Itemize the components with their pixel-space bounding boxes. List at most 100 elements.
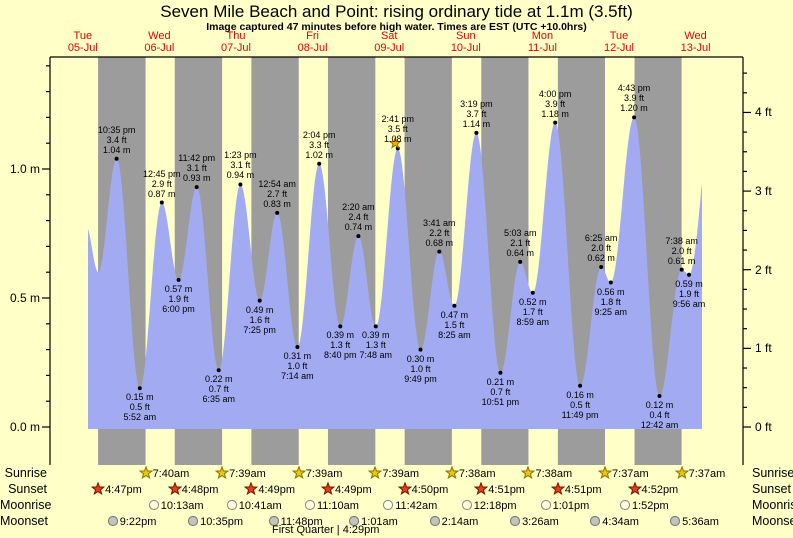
tide-label-line: 0.74 m [344,222,373,233]
moonrise-circle-icon [461,499,472,511]
tide-label-line: 3.9 ft [545,98,566,109]
tide-extreme-dot [216,368,221,373]
tide-label-line: 2:41 pm [381,114,415,125]
moonrise-circle-icon [226,499,237,511]
sunrise-time-text: 7:38am [458,468,496,480]
moonset-time: 5:36am [668,514,719,528]
tide-label-line: 1.8 ft [600,296,621,307]
tide-label-line: 0.94 m [226,170,255,181]
moonrise-time-text: 1:52pm [631,500,669,512]
tide-extreme-label: 0.12 m 0.4 ft 12:42 am [618,400,702,430]
moonset-time-text: 4:34am [602,516,639,528]
tide-extreme-label: 0.59 m 1.9 ft 9:56 am [647,279,731,309]
tide-extreme-label: 0.21 m 0.7 ft 10:51 pm [458,377,542,407]
tide-extreme-label: 0.56 m 1.8 ft 9:25 am [569,287,653,317]
tide-label-line: 0.30 m [406,353,435,364]
tide-label-line: 1.02 m [305,149,333,160]
tide-extreme-label: 7:38 am 2.0 ft 0.61 m [640,236,724,266]
tide-extreme-dot [194,185,199,190]
day-date: 07-Jul [221,42,251,54]
tide-extreme-dot [632,115,637,120]
tide-label-line: 3.9 ft [624,93,645,104]
sunrise-star-icon [597,465,613,480]
day-name: Fri [306,30,319,42]
day-label: Thu 07-Jul [201,30,271,54]
moonrise-time: 10:41am [225,498,282,512]
moonrise-circle-icon [148,499,159,511]
tide-label-line: 0.83 m [263,198,291,209]
day-date: 13-Jul [680,42,711,54]
day-date: 11-Jul [527,42,557,54]
tide-label-line: 1.08 m [384,134,412,145]
tide-label-line: 0.93 m [182,173,211,184]
sunset-star-icon [320,481,336,496]
tide-label-line: 0.57 m [164,283,193,294]
y-axis-label-ft: 1 ft [755,341,772,356]
tide-extreme-label: 3:19 pm 3.7 ft 1.14 m [434,99,518,129]
sunrise-time-text: 7:37am [612,468,649,480]
moonset-time-text: 11:48pm [280,516,323,528]
day-label: Wed 06-Jul [124,30,194,54]
tide-label-line: 1.9 ft [678,288,699,299]
sunset-time-text: 4:52pm [641,484,679,496]
astro-row-label-right: Sunset [752,482,791,496]
sunset-star-icon [474,481,489,496]
sunset-star-icon [627,481,642,496]
moonset-circle-icon [188,515,199,527]
tide-extreme-dot [679,267,684,272]
moonrise-time: 1:01pm [539,498,589,512]
moonset-circle-icon [429,515,440,527]
y-axis-label-m: 0.5 m [9,291,40,305]
sunset-time: 4:49pm [244,481,295,496]
tide-label-line: 1.18 m [541,108,569,119]
moonrise-circle-icon [304,499,316,511]
tide-extreme-label: 2:20 am 2.4 ft 0.74 m [316,202,400,232]
tide-label-line: 0.16 m [566,389,594,400]
tide-label-line: 0.5 ft [129,402,150,413]
tide-label-line: 1.3 ft [365,340,386,351]
tide-extreme-dot [176,277,181,282]
day-label: Wed 13-Jul [661,30,731,54]
tide-label-line: 8:25 am [438,329,471,340]
moonset-time: 4:34am [588,514,639,528]
tide-label-line: 2.1 ft [510,237,531,248]
tide-extreme-dot [356,234,361,239]
tide-label-line: 3:41 am [422,217,456,228]
tide-label-line: 3.7 ft [466,108,487,119]
tide-extreme-dot [452,303,457,308]
sunrise-star-icon [521,465,536,480]
sunset-time-text: 4:51pm [488,484,525,496]
tide-label-line: 7:48 am [359,350,393,361]
tide-label-line: 0.87 m [148,188,176,199]
tide-label-line: 2.2 ft [429,227,450,238]
sunset-star-icon [550,481,566,496]
day-date: 09-Jul [374,42,405,54]
sunrise-time: 7:39am [291,465,343,480]
tide-extreme-dot [553,120,558,125]
tide-label-line: 1.20 m [620,103,648,114]
sunrise-time: 7:40am [138,465,189,480]
y-axis-label-m: 1.0 m [9,162,40,176]
day-name: Sat [380,30,398,42]
day-name: Tue [609,30,629,42]
moonset-time: 1:01am [347,514,398,528]
tide-label-line: 0.62 m [587,253,615,264]
moonset-circle-icon [670,515,681,527]
y-axis-label-ft: 2 ft [755,262,772,277]
tide-extreme-dot [657,394,662,398]
tide-label-line: 0.39 m [326,330,354,341]
sunrise-time: 7:39am [214,465,266,480]
tide-extreme-dot [114,156,119,161]
day-date: 06-Jul [144,42,175,54]
moonrise-time: 1:52pm [618,498,669,512]
tide-extreme-label: 0.30 m 1.0 ft 9:49 pm [379,354,463,384]
tide-extreme-label: 0.16 m 0.5 ft 11:49 pm [538,390,622,420]
tide-label-line: 0.7 ft [208,384,229,395]
astro-row-label-left: Moonrise [0,498,52,512]
sunrise-time-text: 7:39am [305,468,343,480]
tide-label-line: 7:38 am [665,235,698,246]
tide-extreme-label: 0.15 m 0.5 ft 5:52 am [98,392,182,422]
tide-extreme-label: 12:54 am 2.7 ft 0.83 m [235,179,319,209]
day-label: Tue 05-Jul [48,30,118,54]
tide-extreme-dot [373,324,378,329]
